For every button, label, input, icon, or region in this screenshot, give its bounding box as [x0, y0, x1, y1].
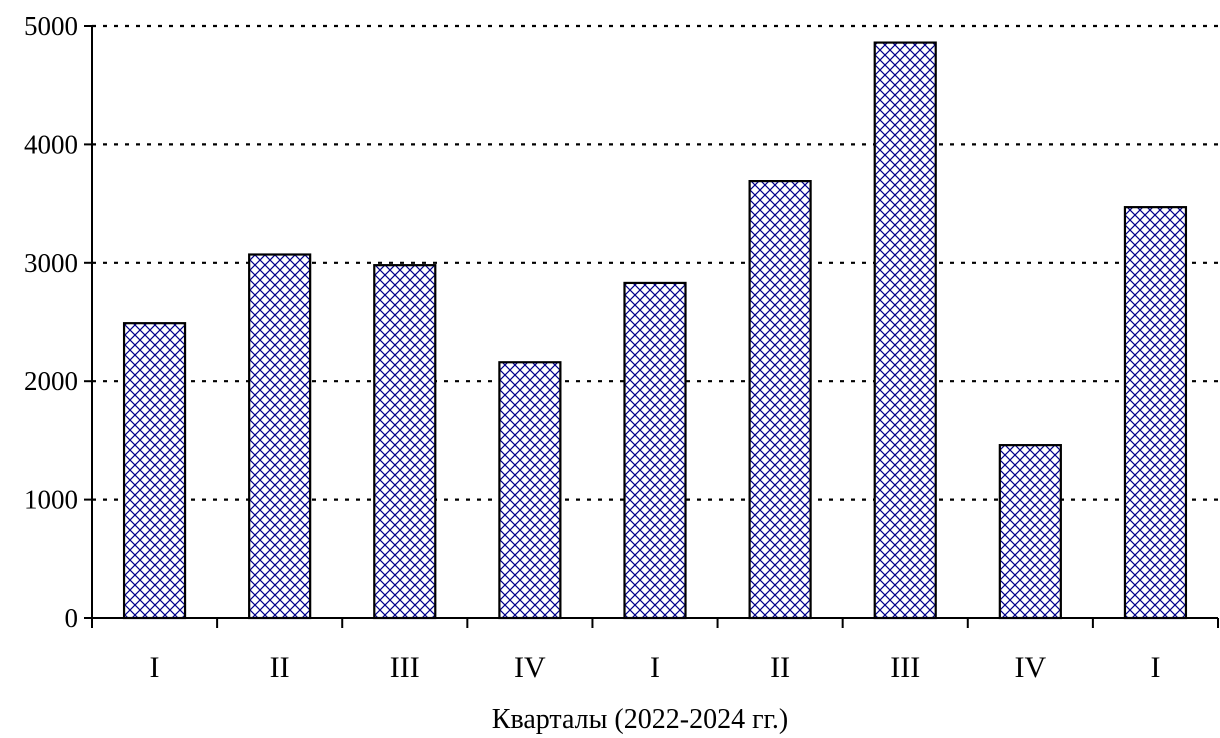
- axes: [84, 25, 1219, 628]
- y-tick-label: 1000: [24, 485, 78, 515]
- bar: [373, 264, 437, 620]
- bar: [873, 41, 937, 620]
- bar: [623, 281, 687, 620]
- x-category-label: I: [150, 651, 160, 684]
- y-tick-labels: 0 1000 2000 3000 4000 5000: [24, 11, 78, 633]
- y-tick-label: 5000: [24, 11, 78, 41]
- x-category-label: IV: [514, 651, 546, 684]
- x-category-label: II: [270, 651, 290, 684]
- x-category-label: I: [1150, 651, 1160, 684]
- x-axis-label: Кварталы (2022-2024 гг.): [492, 704, 788, 735]
- bar: [122, 322, 187, 620]
- bar: [998, 444, 1062, 620]
- x-category-label: III: [890, 651, 920, 684]
- x-category-label: I: [650, 651, 660, 684]
- y-tick-label: 4000: [24, 129, 78, 159]
- x-category-label: III: [390, 651, 420, 684]
- x-category-label: IV: [1015, 651, 1047, 684]
- bar: [248, 253, 312, 620]
- y-tick-label: 0: [65, 603, 79, 633]
- y-tick-label: 3000: [24, 248, 78, 278]
- bar: [498, 361, 562, 620]
- y-tick-label: 2000: [24, 366, 78, 396]
- x-category-label: II: [770, 651, 790, 684]
- bar: [1123, 206, 1188, 620]
- bars: [122, 41, 1188, 620]
- bar: [748, 180, 812, 620]
- x-category-labels: I II III IV I II III IV I: [150, 651, 1161, 684]
